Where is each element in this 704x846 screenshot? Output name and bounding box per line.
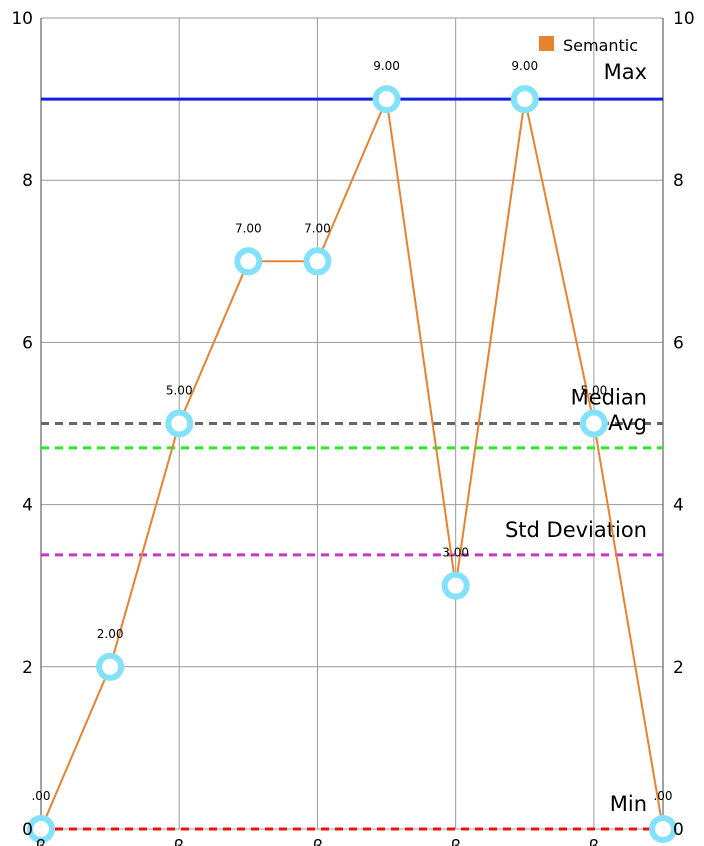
y-tick-right: 8 <box>673 171 684 191</box>
data-point <box>510 85 539 114</box>
ref-label-median: Median <box>571 386 647 410</box>
ref-label-max: Max <box>604 60 647 84</box>
data-label: 7.00 <box>235 221 262 235</box>
series-layer: .00 2.00 5.00 7.00 7.00 9.00 3.00 9.00 5.00 .00 <box>27 59 677 843</box>
data-label: 5.00 <box>581 384 608 398</box>
ref-label-avg: Avg <box>608 411 647 435</box>
y-tick-left: 10 <box>11 9 33 29</box>
legend-label: Semantic <box>563 36 638 55</box>
y-tick-left: 2 <box>22 658 33 678</box>
axis-ticks: 0 0 2 2 4 4 6 6 8 8 10 10 ꞵ ꞵ ꞵ ꞵ ꞵ <box>11 9 694 846</box>
y-tick-left: 8 <box>22 171 33 191</box>
data-label: 9.00 <box>373 59 400 73</box>
x-tick: ꞵ <box>36 837 47 846</box>
y-tick-right: 0 <box>673 820 684 840</box>
x-tick: ꞵ <box>589 837 600 846</box>
data-label: .00 <box>31 789 50 803</box>
data-point <box>649 815 677 843</box>
data-label: 2.00 <box>97 627 124 641</box>
y-tick-left: 4 <box>22 496 33 516</box>
data-point <box>372 85 401 114</box>
x-tick: ꞵ <box>313 837 324 846</box>
y-tick-right: 10 <box>673 9 695 29</box>
data-point <box>27 815 55 843</box>
y-tick-left: 0 <box>22 820 33 840</box>
data-point <box>441 571 470 600</box>
y-tick-right: 2 <box>673 658 684 678</box>
data-label: 5.00 <box>166 384 193 398</box>
legend-swatch <box>539 36 554 51</box>
legend: Semantic <box>539 36 638 55</box>
data-label: 3.00 <box>442 546 469 560</box>
ref-label-std-deviation: Std Deviation <box>505 518 647 542</box>
data-label: .00 <box>653 789 672 803</box>
data-point <box>579 409 608 438</box>
y-tick-left: 6 <box>22 333 33 353</box>
y-tick-right: 4 <box>673 496 684 516</box>
y-tick-right: 6 <box>673 333 684 353</box>
data-label: 7.00 <box>304 221 331 235</box>
data-point <box>234 247 263 276</box>
data-label: 9.00 <box>511 59 538 73</box>
data-point <box>303 247 332 276</box>
series-line <box>40 95 664 830</box>
ref-label-min: Min <box>610 792 647 816</box>
x-tick: ꞵ <box>451 837 462 846</box>
data-point <box>96 652 125 681</box>
x-tick: ꞵ <box>174 837 185 846</box>
data-point <box>165 409 194 438</box>
